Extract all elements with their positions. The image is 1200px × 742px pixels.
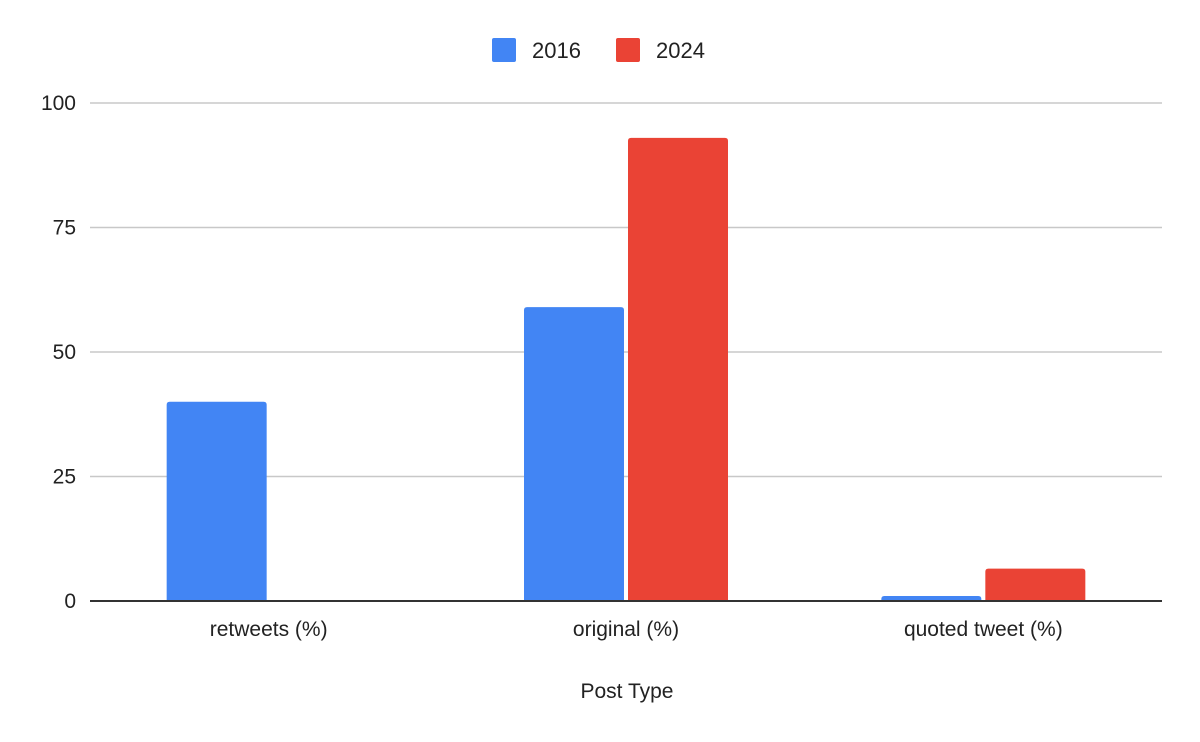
y-axis-ticks: 0 25 50 75 100 — [41, 92, 76, 613]
y-tick-label: 50 — [53, 341, 76, 364]
y-tick-label: 75 — [53, 217, 76, 240]
x-axis-title: Post Type — [580, 680, 673, 703]
y-tick-label: 100 — [41, 92, 76, 115]
bar-2024-1 — [628, 137, 728, 602]
legend-label: 2024 — [656, 38, 705, 63]
legend-swatch-2016 — [492, 38, 516, 62]
x-category-label: original (%) — [573, 618, 679, 641]
bars — [166, 137, 1086, 602]
legend-label: 2016 — [532, 38, 581, 63]
bar-2016-2 — [881, 596, 982, 601]
x-category-label: retweets (%) — [210, 618, 328, 641]
legend: 2016 2024 — [492, 38, 705, 63]
bar-2016-0 — [166, 401, 267, 601]
y-tick-label: 0 — [64, 590, 76, 613]
bar-2016-1 — [524, 307, 624, 601]
legend-swatch-2024 — [616, 38, 640, 62]
x-category-label: quoted tweet (%) — [904, 618, 1063, 641]
x-axis-categories: retweets (%) original (%) quoted tweet (%) — [210, 618, 1063, 641]
bar-2024-2 — [985, 568, 1086, 601]
gridlines — [90, 102, 1162, 478]
y-tick-label: 25 — [53, 466, 76, 489]
